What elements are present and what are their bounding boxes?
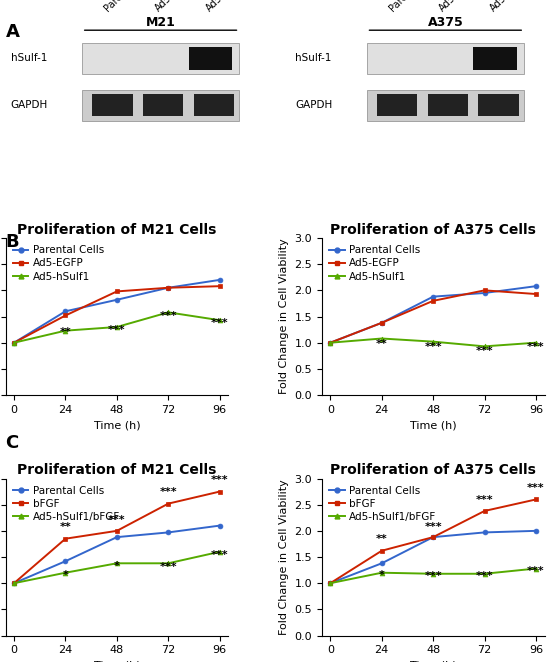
Y-axis label: Fold Change in Cell Viability: Fold Change in Cell Viability bbox=[279, 239, 289, 395]
Text: hSulf-1: hSulf-1 bbox=[10, 54, 47, 64]
Text: ***: *** bbox=[160, 487, 177, 497]
Title: Proliferation of M21 Cells: Proliferation of M21 Cells bbox=[17, 223, 217, 237]
FancyBboxPatch shape bbox=[82, 43, 239, 74]
Text: ***: *** bbox=[108, 514, 126, 524]
Text: ***: *** bbox=[160, 561, 177, 572]
FancyBboxPatch shape bbox=[366, 89, 524, 120]
Text: *: * bbox=[379, 570, 384, 580]
Text: **: ** bbox=[59, 328, 72, 338]
Text: GAPDH: GAPDH bbox=[10, 100, 48, 110]
Y-axis label: Fold Change in Cell Viability: Fold Change in Cell Viability bbox=[279, 479, 289, 635]
Title: Proliferation of A375 Cells: Proliferation of A375 Cells bbox=[330, 223, 536, 237]
X-axis label: Time (h): Time (h) bbox=[94, 420, 140, 430]
Text: B: B bbox=[6, 233, 19, 251]
FancyBboxPatch shape bbox=[478, 94, 519, 117]
Text: ***: *** bbox=[527, 483, 544, 493]
Text: ***: *** bbox=[211, 318, 228, 328]
Text: ***: *** bbox=[424, 342, 442, 352]
Title: Proliferation of A375 Cells: Proliferation of A375 Cells bbox=[330, 463, 536, 477]
X-axis label: Time (h): Time (h) bbox=[410, 661, 456, 662]
FancyBboxPatch shape bbox=[427, 94, 468, 117]
X-axis label: Time (h): Time (h) bbox=[410, 420, 456, 430]
Text: M21: M21 bbox=[146, 16, 175, 28]
Legend: Parental Cells, bFGF, Ad5-hSulf1/bFGF: Parental Cells, bFGF, Ad5-hSulf1/bFGF bbox=[327, 484, 438, 524]
Text: Parental: Parental bbox=[387, 0, 422, 13]
Legend: Parental Cells, Ad5-EGFP, Ad5-hSulf1: Parental Cells, Ad5-EGFP, Ad5-hSulf1 bbox=[327, 243, 422, 283]
Text: Parental: Parental bbox=[102, 0, 138, 13]
FancyBboxPatch shape bbox=[474, 47, 516, 70]
Text: **: ** bbox=[59, 522, 72, 532]
Text: ***: *** bbox=[476, 571, 493, 581]
FancyBboxPatch shape bbox=[194, 94, 234, 117]
Text: ***: *** bbox=[424, 571, 442, 581]
Text: ***: *** bbox=[527, 342, 544, 352]
Text: hSulf-1: hSulf-1 bbox=[295, 54, 332, 64]
Text: C: C bbox=[6, 434, 19, 451]
Text: ***: *** bbox=[424, 522, 442, 532]
Text: Ad5-EGFP: Ad5-EGFP bbox=[153, 0, 194, 13]
Legend: Parental Cells, bFGF, Ad5-hSulf1/bFGF: Parental Cells, bFGF, Ad5-hSulf1/bFGF bbox=[10, 484, 122, 524]
Text: ***: *** bbox=[476, 346, 493, 355]
Text: *: * bbox=[63, 570, 68, 580]
FancyBboxPatch shape bbox=[377, 94, 417, 117]
FancyBboxPatch shape bbox=[143, 94, 184, 117]
Text: **: ** bbox=[376, 534, 388, 544]
Text: Ad5-hSulf1: Ad5-hSulf1 bbox=[488, 0, 534, 13]
Text: ***: *** bbox=[211, 550, 228, 560]
Text: **: ** bbox=[376, 339, 388, 349]
Text: Ad5-EGFP: Ad5-EGFP bbox=[438, 0, 478, 13]
Text: ***: *** bbox=[160, 310, 177, 320]
Text: A: A bbox=[6, 23, 19, 41]
Text: ***: *** bbox=[108, 325, 126, 335]
Text: A375: A375 bbox=[427, 16, 463, 28]
Text: GAPDH: GAPDH bbox=[295, 100, 333, 110]
Text: Ad5-hSulf1: Ad5-hSulf1 bbox=[204, 0, 249, 13]
Text: ***: *** bbox=[476, 495, 493, 504]
Text: *: * bbox=[114, 561, 120, 571]
Legend: Parental Cells, Ad5-EGFP, Ad5-hSulf1: Parental Cells, Ad5-EGFP, Ad5-hSulf1 bbox=[10, 243, 106, 283]
FancyBboxPatch shape bbox=[189, 47, 232, 70]
FancyBboxPatch shape bbox=[82, 89, 239, 120]
FancyBboxPatch shape bbox=[92, 94, 133, 117]
X-axis label: Time (h): Time (h) bbox=[94, 661, 140, 662]
Text: ***: *** bbox=[527, 566, 544, 576]
FancyBboxPatch shape bbox=[366, 43, 524, 74]
Title: Proliferation of M21 Cells: Proliferation of M21 Cells bbox=[17, 463, 217, 477]
Text: ***: *** bbox=[211, 475, 228, 485]
